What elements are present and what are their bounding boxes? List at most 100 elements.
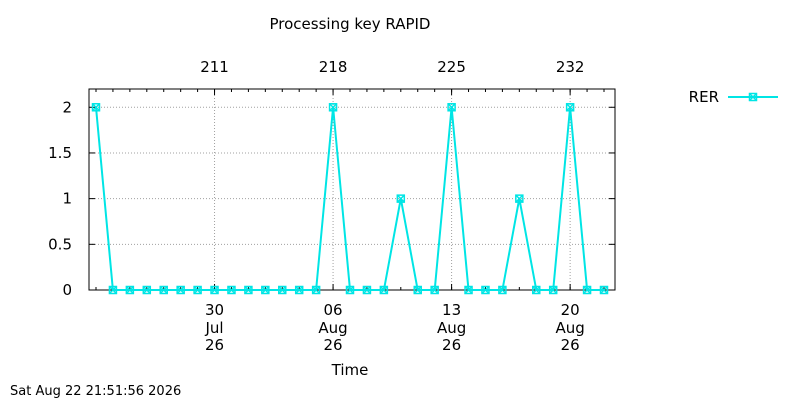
data-point — [345, 285, 355, 295]
marker-square — [210, 285, 219, 295]
y-tick-label: 1.5 — [48, 144, 72, 162]
data-point — [227, 285, 236, 295]
data-point — [278, 285, 287, 295]
footer-timestamp: Sat Aug 22 21:51:56 2026 — [10, 384, 181, 399]
marker-cross — [125, 285, 134, 295]
marker-cross — [532, 285, 541, 295]
data-point — [430, 285, 439, 295]
axis-ticks: 00.511.5230Jul2606Aug2613Aug2620Aug26211… — [48, 58, 615, 354]
marker-cross — [447, 103, 456, 112]
legend-marker-cross — [748, 92, 758, 102]
marker-cross — [515, 194, 524, 203]
marker-square — [396, 194, 406, 203]
marker-square — [294, 285, 304, 295]
marker-square — [582, 285, 592, 295]
marker-square — [261, 285, 270, 295]
legend-label-rer: RER — [689, 88, 719, 106]
marker-square — [328, 103, 338, 112]
data-point — [244, 285, 253, 295]
data-point — [176, 285, 185, 295]
x-tick-label-day: 20 — [561, 301, 580, 319]
marker-square — [125, 285, 135, 295]
marker-cross — [159, 285, 168, 295]
marker-square — [548, 285, 558, 295]
marker-cross — [566, 103, 575, 112]
data-point — [464, 285, 473, 295]
data-point — [108, 285, 118, 295]
y-tick-label: 1 — [62, 190, 72, 208]
marker-cross — [498, 285, 507, 295]
x-axis-label: Time — [331, 361, 369, 379]
x-tick-label-month: Aug — [437, 319, 466, 337]
marker-square — [532, 285, 541, 295]
y-tick-label: 0.5 — [48, 235, 72, 253]
marker-cross — [549, 285, 558, 295]
marker-cross — [278, 285, 287, 295]
marker-cross — [295, 285, 304, 295]
marker-square — [91, 103, 101, 112]
marker-square — [379, 285, 389, 295]
data-point — [362, 285, 372, 295]
series-layer — [91, 103, 609, 295]
marker-square — [447, 103, 456, 112]
data-point — [413, 285, 422, 295]
x-tick-label-month: Jul — [204, 319, 223, 337]
chart-title: Processing key RAPID — [270, 15, 431, 33]
x-tick-label-year: 26 — [561, 336, 580, 354]
marker-cross — [430, 285, 439, 295]
marker-cross — [464, 285, 473, 295]
data-point — [193, 285, 202, 295]
marker-cross — [261, 285, 270, 295]
data-point — [142, 285, 152, 295]
x-tick-label-year: 26 — [324, 336, 343, 354]
marker-cross — [481, 285, 490, 295]
x2-tick-label: 225 — [437, 58, 466, 76]
marker-cross — [176, 285, 185, 295]
data-point — [599, 285, 609, 295]
marker-square — [498, 285, 507, 295]
data-point — [565, 103, 575, 112]
marker-square — [345, 285, 355, 295]
marker-square — [108, 285, 118, 295]
marker-cross — [227, 285, 236, 295]
x2-tick-label: 232 — [556, 58, 585, 76]
marker-square — [464, 285, 473, 295]
marker-cross — [362, 285, 371, 295]
x-tick-label-year: 26 — [205, 336, 224, 354]
marker-square — [413, 285, 422, 295]
y-tick-label: 2 — [62, 98, 72, 116]
legend: RER — [689, 88, 778, 106]
x2-tick-label: 211 — [200, 58, 229, 76]
marker-square — [362, 285, 372, 295]
data-point — [210, 285, 219, 295]
data-point — [261, 285, 270, 295]
data-point — [515, 194, 524, 203]
marker-square — [142, 285, 152, 295]
marker-square — [515, 194, 524, 203]
marker-cross — [244, 285, 253, 295]
x-tick-label-day: 30 — [205, 301, 224, 319]
marker-square — [244, 285, 253, 295]
marker-square — [311, 285, 321, 295]
data-point — [125, 285, 135, 295]
x2-tick-label: 218 — [319, 58, 348, 76]
x-tick-label-day: 13 — [442, 301, 461, 319]
data-point — [379, 285, 389, 295]
marker-cross — [379, 285, 388, 295]
marker-square — [565, 103, 575, 112]
marker-square — [193, 285, 202, 295]
marker-cross — [583, 285, 592, 295]
y-tick-label: 0 — [62, 281, 72, 299]
data-point — [582, 285, 592, 295]
data-point — [91, 103, 101, 112]
data-point — [159, 285, 168, 295]
plot-frame — [88, 88, 616, 291]
legend-marker-square — [748, 92, 758, 102]
marker-cross — [599, 285, 609, 295]
data-point — [447, 103, 456, 112]
marker-square — [227, 285, 236, 295]
marker-square — [481, 285, 490, 295]
marker-cross — [108, 285, 117, 295]
marker-cross — [193, 285, 202, 295]
